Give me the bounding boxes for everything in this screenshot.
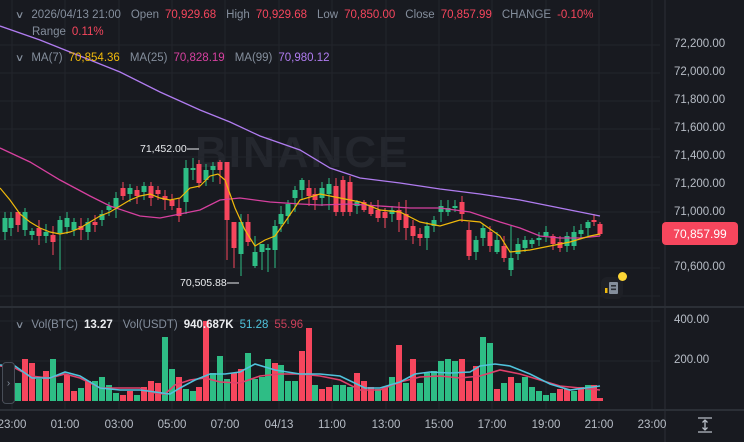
ma99-value: 70,980.12 — [278, 52, 330, 64]
range-label: Range — [32, 26, 66, 38]
ohlc-legend: ∨ 2026/04/13 21:00 Open 70,929.68 High 7… — [14, 9, 594, 21]
time-axis-label: 03:00 — [104, 419, 134, 431]
news-icon — [605, 282, 618, 294]
close-value: 70,857.99 — [440, 9, 492, 21]
ma-legend: ∨ MA(7) 70,854.36 MA(25) 70,828.19 MA(99… — [14, 52, 330, 64]
time-axis-label: 07:00 — [210, 419, 240, 431]
time-axis-label: 23:00 — [637, 419, 667, 431]
notification-dot — [618, 272, 627, 281]
price-axis-label: 71,800.00 — [674, 94, 726, 106]
volume-axis-label: 200.00 — [674, 354, 710, 366]
price-axis-label: 71,000.00 — [674, 206, 726, 218]
time-axis-label: 11:00 — [318, 419, 346, 431]
auto-fit-button[interactable] — [696, 416, 714, 434]
candle-datetime: 2026/04/13 21:00 — [31, 9, 121, 21]
price-axis-label: 71,200.00 — [674, 178, 726, 190]
ma7-label: MA(7) — [31, 52, 63, 64]
chevron-down-icon[interactable]: ∨ — [14, 9, 25, 21]
price-axis-label: 71,400.00 — [674, 150, 726, 162]
volume-axis-label: 400.00 — [674, 314, 710, 326]
low-label: Low — [317, 9, 339, 21]
ma7-value: 70,854.36 — [68, 52, 120, 64]
low-marker-label: 70,505.88 — [180, 277, 227, 289]
chevron-down-icon[interactable]: ∨ — [14, 319, 25, 331]
high-marker-label: 71,452.00 — [140, 143, 187, 155]
time-axis-label: 17:00 — [477, 419, 507, 431]
close-label: Close — [405, 9, 435, 21]
chevron-right-icon: › — [6, 377, 11, 389]
time-axis-label: 23:00 — [0, 419, 27, 431]
volume-legend: ∨ Vol(BTC) 13.27 Vol(USDT) 940.687K 51.2… — [14, 319, 304, 331]
vol-usdt-label: Vol(USDT) — [122, 319, 178, 331]
time-axis-label: 05:00 — [157, 419, 187, 431]
time-axis-label: 19:00 — [531, 419, 561, 431]
vol-ma2-value: 55.96 — [274, 319, 304, 331]
change-label: CHANGE — [501, 9, 552, 21]
price-axis-label: 72,000.00 — [674, 66, 726, 78]
time-axis-label: 01:00 — [50, 419, 80, 431]
low-value: 70,850.00 — [344, 9, 396, 21]
change-value: -0.10% — [557, 9, 594, 21]
price-axis-label: 70,600.00 — [674, 261, 726, 273]
vertical-fit-icon — [698, 417, 712, 433]
price-axis-label: 71,600.00 — [674, 122, 726, 134]
time-axis-label: 13:00 — [371, 419, 401, 431]
range-legend: Range 0.11% — [32, 26, 104, 38]
range-value: 0.11% — [71, 26, 104, 38]
watermark-logo: BINANCE — [195, 128, 410, 177]
vol-usdt-value: 940.687K — [183, 319, 234, 331]
vol-btc-value: 13.27 — [83, 319, 113, 331]
time-axis-label: 04/13 — [264, 419, 294, 431]
price-axis-label: 72,200.00 — [674, 38, 726, 50]
open-value: 70,929.68 — [165, 9, 217, 21]
ma25-label: MA(25) — [129, 52, 168, 64]
ma99-label: MA(99) — [234, 52, 273, 64]
vol-btc-label: Vol(BTC) — [31, 319, 78, 331]
time-axis-label: 15:00 — [424, 419, 454, 431]
ma25-value: 70,828.19 — [173, 52, 225, 64]
vol-ma1-value: 51.28 — [239, 319, 269, 331]
chevron-down-icon[interactable]: ∨ — [14, 52, 25, 64]
high-label: High — [226, 9, 250, 21]
panel-expand-handle[interactable]: › — [2, 362, 15, 404]
time-axis-label: 21:00 — [584, 419, 614, 431]
current-price-tag: 70,857.99 — [662, 222, 738, 245]
high-value: 70,929.68 — [255, 9, 307, 21]
news-button[interactable] — [601, 277, 623, 299]
open-label: Open — [130, 9, 159, 21]
